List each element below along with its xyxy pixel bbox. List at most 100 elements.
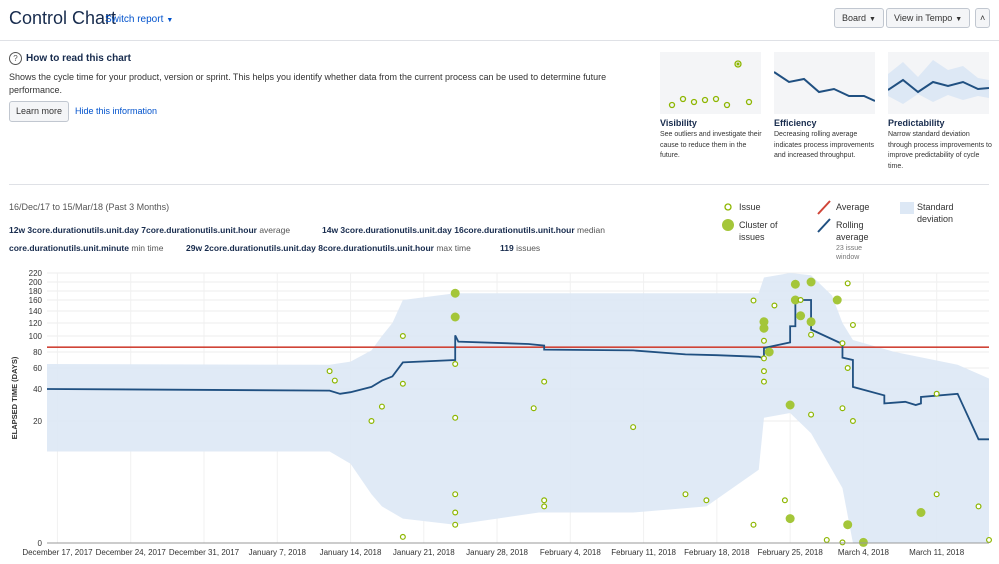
- y-tick-label: 100: [29, 332, 43, 341]
- collapse-icon: ˄: [980, 13, 986, 23]
- issue-point[interactable]: [985, 536, 992, 543]
- section-divider: [9, 184, 989, 185]
- board-button[interactable]: Board ▼: [834, 8, 884, 28]
- x-tick-label: February 18, 2018: [684, 548, 750, 557]
- predictability-illustration: [887, 60, 990, 104]
- issue-point[interactable]: [541, 503, 548, 510]
- issue-point[interactable]: [839, 539, 846, 546]
- chevron-down-icon: ▼: [955, 16, 963, 23]
- issue-point[interactable]: [771, 302, 778, 309]
- y-tick-label: 0: [38, 539, 43, 548]
- top-bar: Control Chart Switch report ▼ Board ▼ View…: [0, 0, 999, 41]
- legend-stddev-label: Standard deviation: [917, 202, 954, 224]
- issue-point[interactable]: [399, 380, 406, 387]
- issue-point[interactable]: [844, 364, 851, 371]
- max-value: 29w 2core.durationutils.unit.day 8core.d…: [186, 243, 434, 253]
- issue-point[interactable]: [933, 390, 940, 397]
- chevron-down-icon: ▼: [166, 17, 174, 24]
- issue-point[interactable]: [399, 533, 406, 540]
- issue-point[interactable]: [760, 378, 767, 385]
- average-label: average: [259, 225, 291, 235]
- visibility-description: See outliers and investigate their cause…: [660, 131, 762, 159]
- visibility-title: Visibility: [660, 118, 697, 128]
- issue-point[interactable]: [452, 509, 459, 516]
- cluster-point[interactable]: [806, 317, 816, 327]
- legend-rolling-window: 23 issue window: [836, 245, 863, 261]
- visibility-thumbnail: [660, 52, 761, 114]
- issue-point[interactable]: [781, 497, 788, 504]
- cluster-point[interactable]: [759, 317, 769, 327]
- cluster-point[interactable]: [790, 279, 800, 289]
- learn-more-button[interactable]: Learn more: [9, 101, 70, 122]
- issue-point[interactable]: [849, 418, 856, 425]
- legend-symbols: [722, 200, 914, 233]
- issue-point[interactable]: [368, 418, 375, 425]
- issue-point[interactable]: [682, 491, 689, 498]
- issue-point[interactable]: [933, 491, 940, 498]
- cluster-point[interactable]: [806, 277, 816, 287]
- cluster-point[interactable]: [916, 508, 926, 517]
- issue-point[interactable]: [975, 503, 982, 510]
- issue-point[interactable]: [331, 377, 338, 384]
- cluster-point[interactable]: [785, 514, 795, 524]
- issue-point[interactable]: [452, 521, 459, 528]
- issue-point[interactable]: [808, 331, 815, 338]
- cluster-point[interactable]: [450, 288, 460, 298]
- issue-point[interactable]: [750, 521, 757, 528]
- issue-point[interactable]: [399, 332, 406, 339]
- issue-point[interactable]: [760, 337, 767, 344]
- cluster-point[interactable]: [858, 537, 868, 547]
- issue-point[interactable]: [839, 405, 846, 412]
- cluster-point[interactable]: [790, 295, 800, 305]
- legend-rolling-icon: [817, 218, 831, 233]
- issue-point[interactable]: [760, 355, 767, 362]
- issue-point[interactable]: [541, 497, 548, 504]
- legend-rolling-label: Rolling average: [836, 220, 869, 242]
- issue-point[interactable]: [839, 340, 846, 347]
- cluster-point[interactable]: [764, 347, 774, 357]
- issue-point[interactable]: [378, 403, 385, 410]
- issue-point[interactable]: [630, 424, 637, 431]
- issue-point[interactable]: [541, 378, 548, 385]
- legend-cluster-label: Cluster of issues: [739, 220, 778, 242]
- view-in-tempo-button[interactable]: View in Tempo ▼: [886, 8, 971, 28]
- cluster-point[interactable]: [759, 323, 769, 333]
- min-time-stat: core.durationutils.unit.minute min time: [9, 243, 163, 253]
- x-tick-label: January 14, 2018: [320, 548, 382, 557]
- x-tick-label: December 24, 2017: [96, 548, 167, 557]
- hide-information-link[interactable]: Hide this information: [75, 106, 158, 116]
- cluster-point[interactable]: [796, 311, 806, 321]
- cluster-point[interactable]: [832, 295, 842, 305]
- switch-report-link[interactable]: Switch report ▼: [105, 14, 173, 25]
- issue-point[interactable]: [703, 497, 710, 504]
- cluster-point[interactable]: [450, 312, 460, 322]
- issue-point[interactable]: [452, 360, 459, 367]
- issue-point[interactable]: [849, 321, 856, 328]
- cluster-point[interactable]: [785, 400, 795, 410]
- efficiency-illustration: [773, 71, 876, 102]
- legend-average-label: Average: [836, 202, 870, 212]
- collapse-button[interactable]: ˄: [975, 8, 991, 28]
- x-tick-label: February 11, 2018: [611, 548, 676, 557]
- issue-point[interactable]: [452, 491, 459, 498]
- min-label: min time: [131, 243, 164, 253]
- y-tick-label: 220: [29, 269, 43, 278]
- issue-point[interactable]: [452, 414, 459, 421]
- issue-point[interactable]: [844, 280, 851, 287]
- x-axis-ticks: December 17, 2017 December 24, 2017 Decemb…: [22, 542, 989, 557]
- x-tick-label: January 28, 2018: [466, 548, 528, 557]
- stddev-area: [47, 273, 989, 543]
- issue-point[interactable]: [797, 296, 804, 303]
- issue-point[interactable]: [326, 368, 333, 375]
- issue-point[interactable]: [808, 411, 815, 418]
- issue-point[interactable]: [823, 536, 830, 543]
- issue-point[interactable]: [760, 368, 767, 375]
- y-tick-label: 20: [33, 417, 42, 426]
- issue-point[interactable]: [750, 297, 757, 304]
- issue-point[interactable]: [530, 405, 537, 412]
- legend-issue-label: Issue: [739, 202, 761, 212]
- efficiency-thumbnail: [773, 52, 876, 114]
- cluster-point[interactable]: [843, 520, 853, 530]
